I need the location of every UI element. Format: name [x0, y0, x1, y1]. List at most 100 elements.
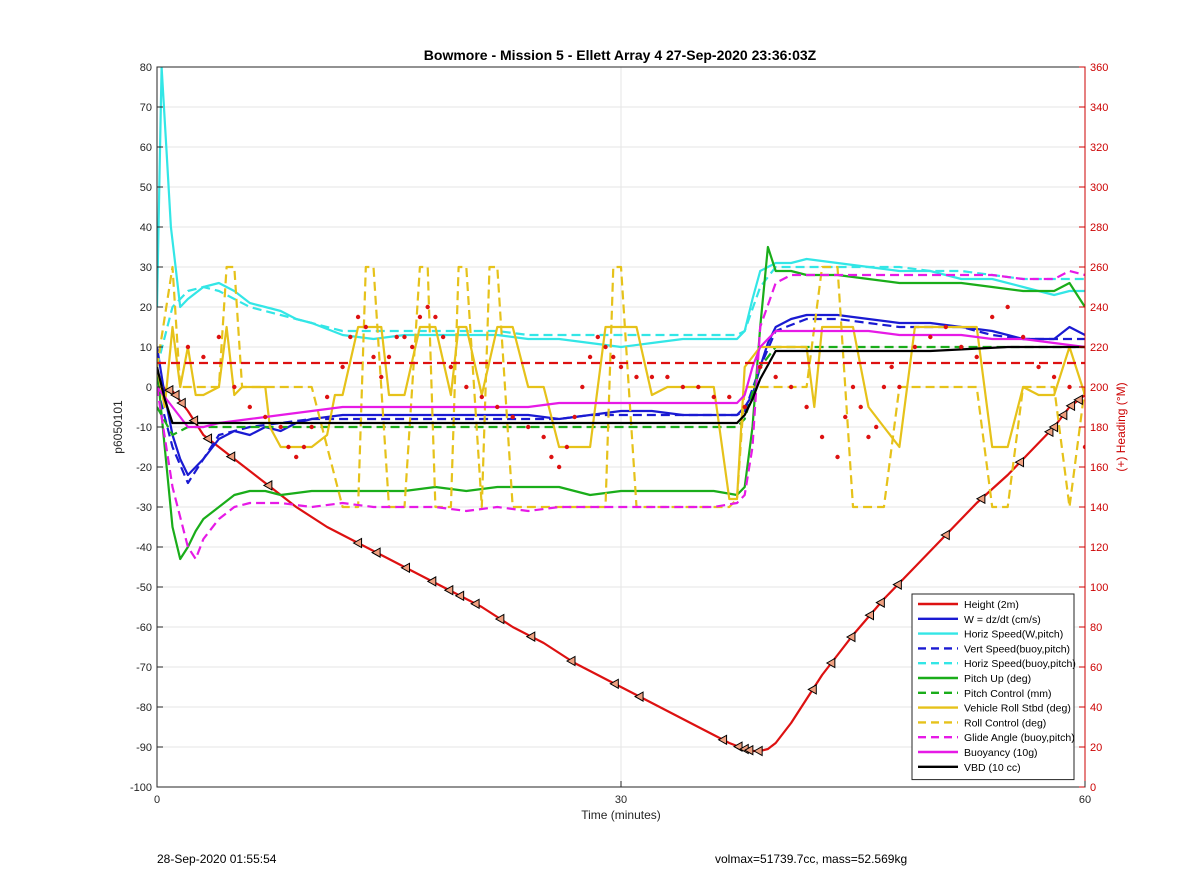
- heading-point: [835, 454, 840, 460]
- heading-point: [611, 354, 616, 360]
- legend-item-label: Vert Speed(buoy,pitch): [964, 643, 1070, 655]
- heading-point: [263, 414, 268, 420]
- heading-point: [603, 344, 608, 350]
- y-tick-label: 80: [140, 62, 152, 74]
- y-tick-label: -40: [136, 542, 152, 554]
- y-tick-label: 20: [140, 302, 152, 314]
- series-line-11: [157, 345, 1085, 425]
- y-tick-label: 10: [140, 342, 152, 354]
- heading-point: [363, 324, 368, 330]
- heading-point: [348, 334, 353, 340]
- heading-point: [394, 334, 399, 340]
- heading-point: [1082, 444, 1085, 450]
- heading-point: [773, 374, 778, 380]
- heading-point: [556, 464, 562, 470]
- legend-item-label: Glide Angle (buoy,pitch): [964, 732, 1075, 744]
- y2-tick-label: 160: [1090, 462, 1108, 474]
- series-line-9: [157, 269, 1085, 561]
- legend-item-label: Buoyancy (10g): [964, 747, 1038, 759]
- heading-point: [580, 384, 585, 390]
- y-tick-label: -30: [136, 502, 152, 514]
- heading-point: [564, 444, 570, 450]
- y2-tick-label: 200: [1090, 382, 1108, 394]
- y-tick-label: 70: [140, 102, 152, 114]
- depth-marker: [1057, 409, 1068, 421]
- depth-marker: [975, 493, 986, 505]
- y-tick-label: -60: [136, 622, 152, 634]
- y2-tick-label: 340: [1090, 102, 1108, 114]
- heading-point: [742, 404, 747, 410]
- depth-marker: [454, 590, 465, 602]
- depth-marker: [176, 397, 186, 409]
- heading-point: [440, 334, 446, 340]
- depth-marker: [717, 734, 728, 746]
- series-line-1: [157, 313, 1085, 477]
- series-line-8: [157, 265, 1085, 509]
- heading-point: [464, 384, 469, 390]
- depth-marker: [426, 576, 437, 587]
- heading-point: [618, 364, 624, 370]
- depth-marker: [753, 745, 763, 757]
- heading-point: [819, 434, 825, 440]
- legend-item-label: W = dz/dt (cm/s): [964, 614, 1041, 626]
- y2-tick-label: 360: [1090, 62, 1108, 74]
- heading-point: [324, 394, 330, 400]
- legend-box: [911, 593, 1075, 781]
- heading-point: [433, 314, 438, 320]
- heading-point: [858, 404, 863, 410]
- right-axis-label: (+) Heading (°M): [1114, 382, 1128, 471]
- y2-tick-label: 40: [1090, 702, 1102, 714]
- heading-point: [897, 384, 902, 390]
- x-tick-label: 60: [1079, 794, 1091, 806]
- heading-point: [232, 384, 237, 390]
- y-tick-label: 40: [140, 222, 152, 234]
- y2-tick-label: 0: [1090, 782, 1096, 794]
- legend-item-label: Horiz Speed(buoy,pitch): [964, 658, 1076, 670]
- depth-marker: [470, 598, 480, 610]
- heading-point: [1036, 364, 1041, 370]
- depth-marker: [634, 691, 644, 702]
- heading-point: [1020, 334, 1026, 340]
- heading-point: [959, 344, 964, 350]
- depth-marker: [1073, 394, 1083, 406]
- heading-point: [595, 334, 600, 340]
- y-tick-label: 30: [140, 262, 152, 274]
- depth-marker: [525, 631, 536, 642]
- heading-point: [696, 384, 701, 390]
- series-line-2: [157, 67, 1085, 349]
- series-line-4: [157, 265, 1085, 368]
- heading-point: [278, 424, 283, 430]
- series-line-0: [157, 374, 1085, 753]
- y-tick-label: 60: [140, 142, 152, 154]
- depth-marker: [845, 631, 856, 643]
- depth-marker: [892, 579, 902, 590]
- depth-marker: [609, 678, 619, 690]
- heading-point: [1051, 374, 1057, 380]
- heading-point: [1067, 384, 1072, 390]
- footer-timestamp: 28-Sep-2020 01:55:54: [157, 852, 277, 866]
- depth-marker: [940, 529, 950, 541]
- depth-marker: [170, 389, 180, 401]
- depth-marker: [1014, 456, 1025, 468]
- heading-point: [379, 374, 384, 380]
- heading-point: [510, 414, 515, 420]
- y-tick-label: -90: [136, 742, 152, 754]
- y-axis-label: p6050101: [111, 400, 125, 454]
- heading-point: [479, 394, 484, 400]
- y2-tick-label: 300: [1090, 182, 1108, 194]
- legend-item-label: Horiz Speed(W,pitch): [964, 629, 1063, 641]
- y-tick-label: -100: [130, 782, 152, 794]
- heading-point: [634, 374, 639, 380]
- depth-marker: [262, 480, 273, 491]
- depth-marker: [825, 657, 836, 669]
- heading-point: [417, 314, 423, 320]
- y2-tick-label: 180: [1090, 422, 1108, 434]
- legend-item-label: VBD (10 cc): [964, 762, 1021, 774]
- y2-tick-label: 320: [1090, 142, 1108, 154]
- heading-point: [549, 454, 554, 460]
- legend-item-label: Roll Control (deg): [964, 717, 1046, 729]
- depth-marker: [371, 547, 381, 558]
- heading-point: [843, 414, 848, 420]
- y2-tick-label: 100: [1090, 582, 1108, 594]
